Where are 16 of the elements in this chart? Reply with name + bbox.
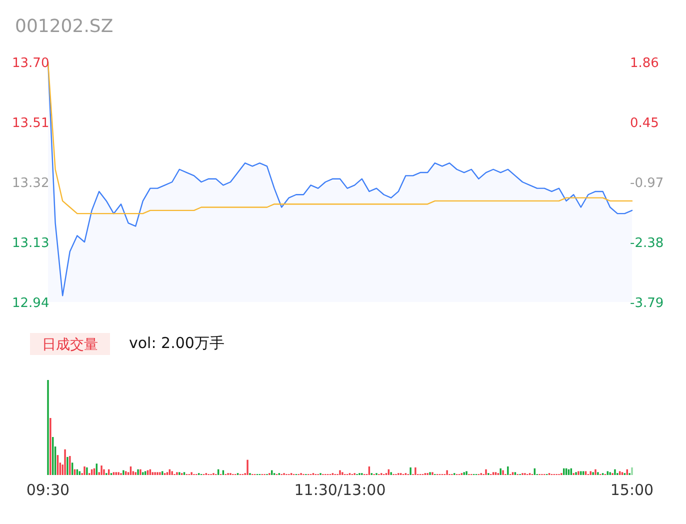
text: 日成交量 bbox=[42, 337, 98, 353]
chart-title: 001202.SZ bbox=[15, 16, 114, 37]
y-tick-label: 13.13 bbox=[12, 236, 50, 251]
y-tick-label: 13.51 bbox=[12, 116, 50, 131]
y-tick-label: 12.94 bbox=[12, 296, 50, 311]
x-tick-label: 15:00 bbox=[610, 481, 654, 499]
y2-tick-label: -0.97 bbox=[630, 176, 664, 192]
y2-tick-label: -3.79 bbox=[630, 296, 664, 311]
y2-tick-label: 0.45 bbox=[630, 116, 659, 131]
y-tick-label: 13.70 bbox=[12, 56, 50, 71]
text: vol: 2.00万手 bbox=[129, 334, 224, 352]
y2-tick-label: -2.38 bbox=[630, 236, 664, 252]
y-tick-label: 13.32 bbox=[12, 176, 50, 191]
x-tick-label: 09:30 bbox=[26, 481, 70, 499]
x-tick-label: 11:30/13:00 bbox=[294, 481, 386, 499]
y2-tick-label: 1.86 bbox=[630, 56, 659, 71]
